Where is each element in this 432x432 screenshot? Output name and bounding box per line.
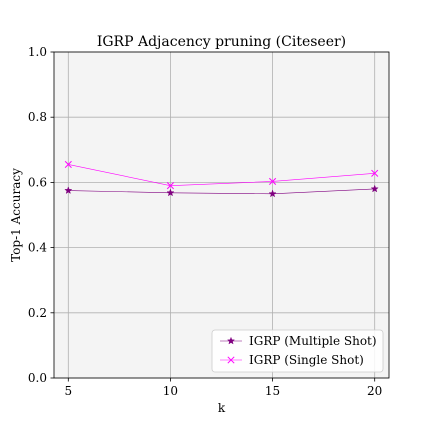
y-tick-label: 0.6 (28, 175, 47, 189)
data-point (268, 189, 277, 198)
series-layer (64, 160, 379, 198)
data-point (166, 182, 174, 190)
plot-frame (53, 51, 390, 379)
y-tick-label: 1.0 (28, 45, 47, 59)
data-point (166, 188, 175, 197)
data-point (64, 186, 73, 195)
y-tick-label: 0.0 (28, 371, 47, 385)
x-tick-label: 15 (265, 384, 280, 398)
y-tick-label: 0.4 (28, 241, 47, 255)
x-axis-label: k (218, 401, 226, 415)
data-point (370, 184, 379, 193)
ticks: 5 10 15 20 0.0 0.2 0.4 0.6 0.8 1.0 (28, 45, 382, 398)
x-tick-label: 20 (367, 384, 382, 398)
data-point (64, 160, 72, 169)
legend-marker (227, 356, 235, 364)
plot-area (54, 52, 389, 378)
data-point (371, 169, 379, 177)
legend: IGRP (Multiple Shot) IGRP (Single Shot) (211, 329, 384, 373)
y-tick-label: 0.8 (28, 110, 47, 124)
legend-label: IGRP (Multiple Shot) (249, 334, 377, 348)
y-tick-label: 0.2 (28, 306, 47, 320)
legend-box (211, 329, 384, 373)
x-tick-label: 10 (163, 384, 178, 398)
legend-marker (226, 336, 236, 345)
x-tick-label: 5 (64, 384, 72, 398)
series-line-1 (68, 188, 375, 195)
legend-label: IGRP (Single Shot) (249, 353, 364, 367)
chart-title: IGRP Adjacency pruning (Citeseer) (97, 34, 346, 50)
series-line-2 (68, 164, 375, 186)
y-axis-label: Top-1 Accuracy (9, 168, 23, 262)
data-point (269, 177, 277, 185)
